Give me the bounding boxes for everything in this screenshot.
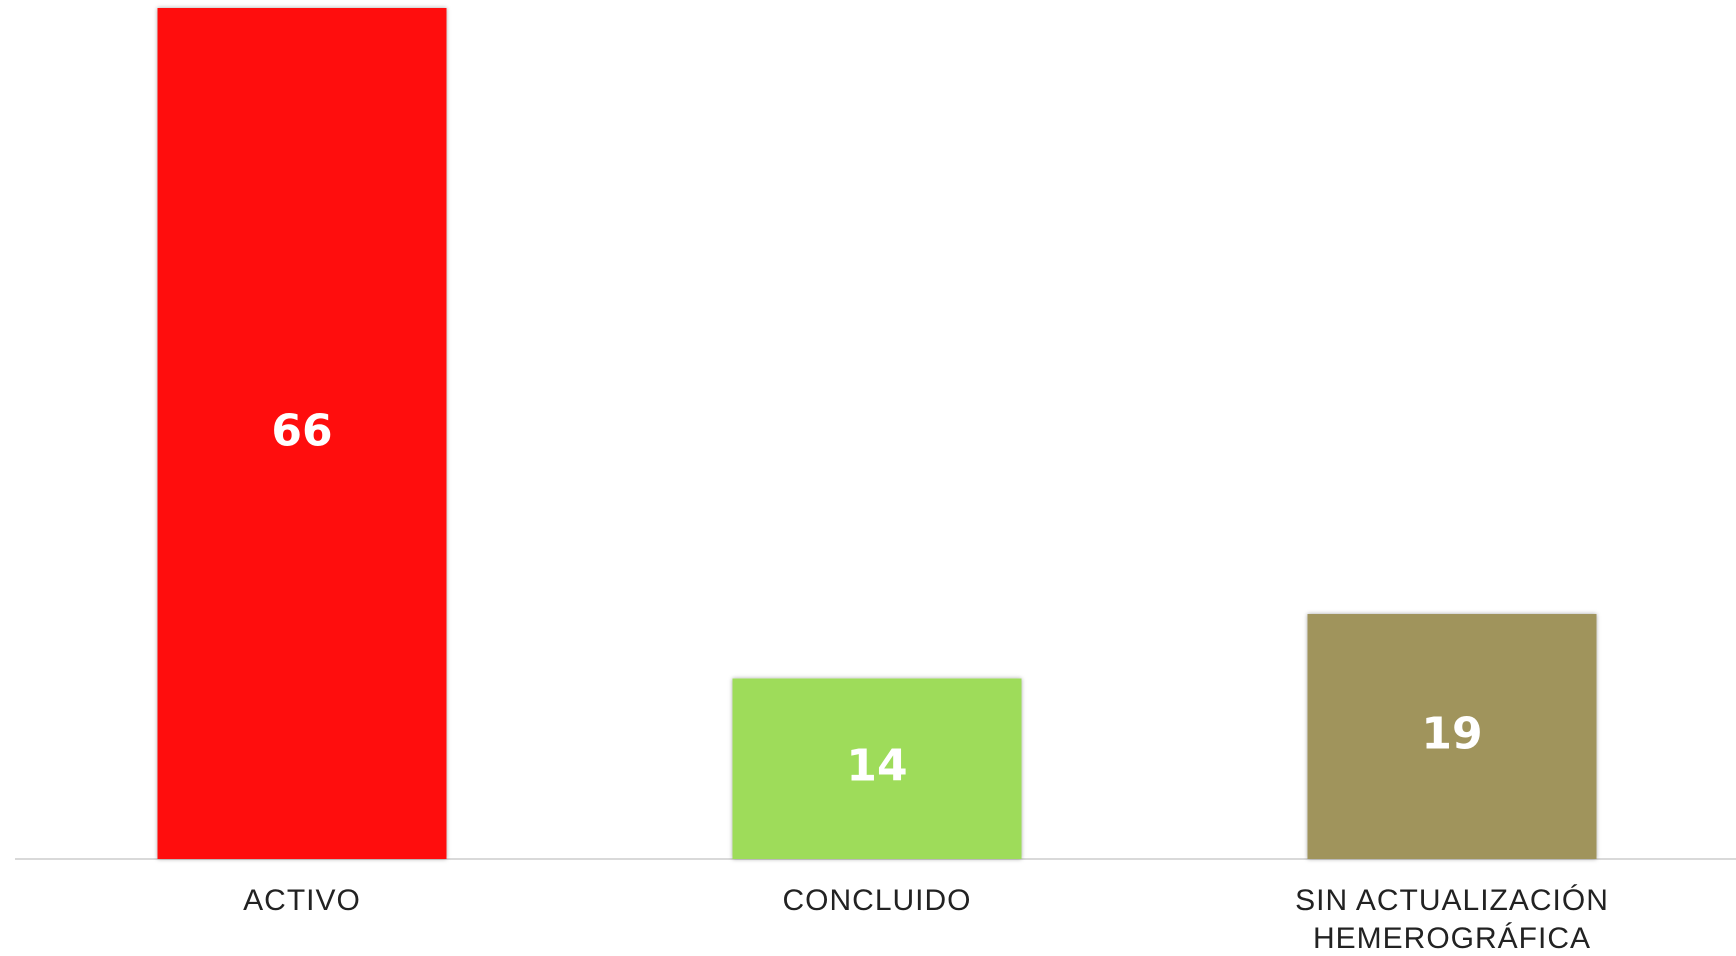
value-label: 66 xyxy=(271,406,332,457)
bar xyxy=(1307,614,1597,859)
value-label: 14 xyxy=(846,741,907,792)
value-label: 19 xyxy=(1421,709,1482,760)
bar xyxy=(157,8,447,859)
bar xyxy=(732,678,1022,859)
x-tick-label: SIN ACTUALIZACIÓN HEMEROGRÁFICA xyxy=(1295,884,1609,955)
x-tick-label: ACTIVO xyxy=(243,884,361,917)
x-tick-label: CONCLUIDO xyxy=(782,884,972,917)
